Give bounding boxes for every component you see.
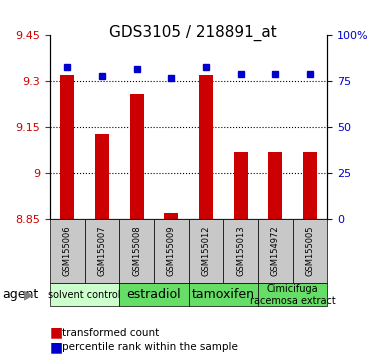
Bar [268,152,282,219]
FancyBboxPatch shape [154,219,189,283]
FancyBboxPatch shape [223,219,258,283]
Text: ■: ■ [50,340,63,354]
Text: GSM155006: GSM155006 [63,226,72,276]
Text: GSM155009: GSM155009 [167,226,176,276]
FancyBboxPatch shape [258,219,293,283]
FancyBboxPatch shape [189,283,258,306]
Text: percentile rank within the sample: percentile rank within the sample [62,342,238,352]
Text: ■: ■ [50,326,63,340]
Text: GDS3105 / 218891_at: GDS3105 / 218891_at [109,25,276,41]
FancyBboxPatch shape [119,219,154,283]
Text: GSM155007: GSM155007 [97,226,107,276]
Text: Cimicifuga
racemosa extract: Cimicifuga racemosa extract [250,284,335,306]
Text: GSM155012: GSM155012 [201,226,211,276]
Text: tamoxifen: tamoxifen [192,288,255,301]
FancyBboxPatch shape [50,219,85,283]
Bar [234,152,248,219]
Text: GSM155005: GSM155005 [305,226,315,276]
Text: ▶: ▶ [24,288,34,301]
Text: GSM154972: GSM154972 [271,226,280,276]
FancyBboxPatch shape [293,219,327,283]
Text: estradiol: estradiol [127,288,181,301]
Bar [303,152,317,219]
Text: solvent control: solvent control [49,290,121,300]
FancyBboxPatch shape [189,219,223,283]
FancyBboxPatch shape [50,283,119,306]
Bar [199,75,213,219]
FancyBboxPatch shape [119,283,189,306]
Bar [164,213,178,219]
Text: GSM155008: GSM155008 [132,226,141,276]
Text: GSM155013: GSM155013 [236,226,245,276]
FancyBboxPatch shape [85,219,119,283]
Text: agent: agent [2,288,38,301]
Bar [130,94,144,219]
Bar [95,133,109,219]
Bar [60,75,74,219]
Text: transformed count: transformed count [62,328,159,338]
FancyBboxPatch shape [258,283,327,306]
